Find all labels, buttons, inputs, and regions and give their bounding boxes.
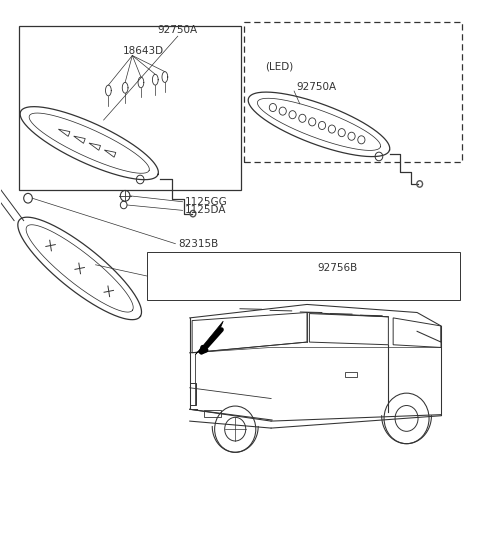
- Bar: [190, 383, 196, 405]
- Text: 92750A: 92750A: [297, 82, 336, 92]
- Bar: [345, 372, 357, 377]
- Bar: [147, 252, 460, 300]
- Text: 92750A: 92750A: [158, 25, 198, 34]
- Polygon shape: [195, 321, 223, 355]
- Bar: [204, 410, 221, 417]
- Bar: [244, 22, 462, 162]
- Bar: [19, 26, 241, 190]
- Text: 1125DA: 1125DA: [185, 205, 227, 216]
- Text: 82315B: 82315B: [178, 239, 218, 248]
- Text: 18643D: 18643D: [123, 46, 164, 56]
- Text: 92756B: 92756B: [318, 264, 358, 273]
- Text: (LED): (LED): [265, 61, 294, 71]
- Text: 1125GG: 1125GG: [185, 197, 228, 207]
